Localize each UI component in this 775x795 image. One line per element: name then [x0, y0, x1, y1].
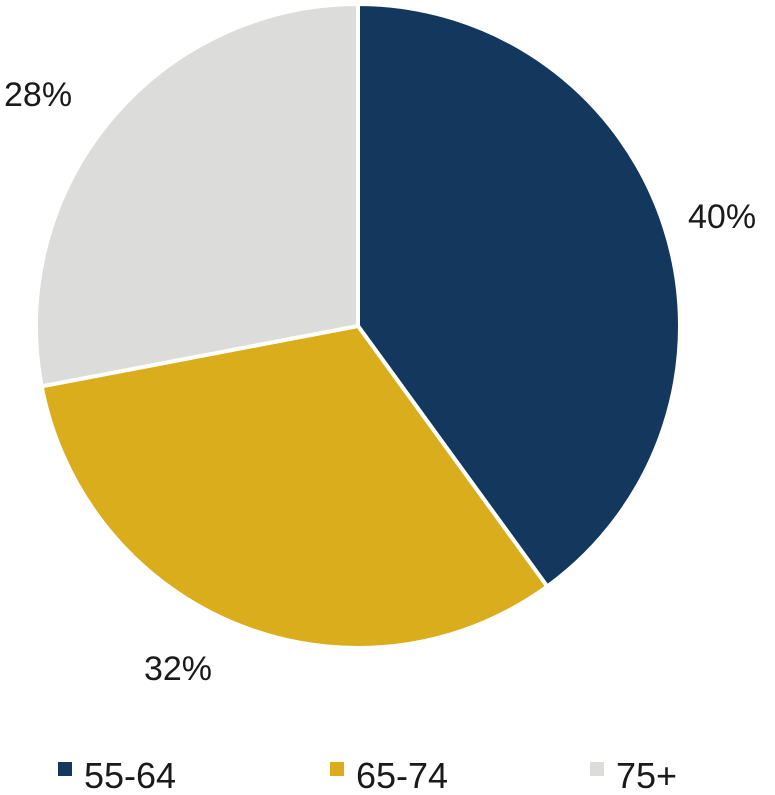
legend-swatch-55-64	[58, 762, 72, 776]
legend-label-55-64: 55-64	[84, 755, 176, 795]
pie-slice-65-74	[39, 324, 550, 650]
legend-swatch-75+	[590, 762, 604, 776]
pie-slices	[34, 2, 682, 650]
pie-slice-55-64	[356, 2, 682, 589]
slice-label-65-74: 32%	[144, 650, 212, 688]
legend-swatch-65-74	[330, 762, 344, 776]
legend-label-75+: 75+	[616, 755, 677, 795]
slice-labels: 40% 32% 28%	[4, 76, 756, 688]
slice-label-75+: 28%	[4, 76, 72, 114]
legend-label-65-74: 65-74	[356, 755, 448, 795]
slice-label-55-64: 40%	[688, 198, 756, 236]
pie-slice-75+	[34, 2, 360, 389]
legend: 55-64 65-74 75+	[58, 755, 677, 795]
